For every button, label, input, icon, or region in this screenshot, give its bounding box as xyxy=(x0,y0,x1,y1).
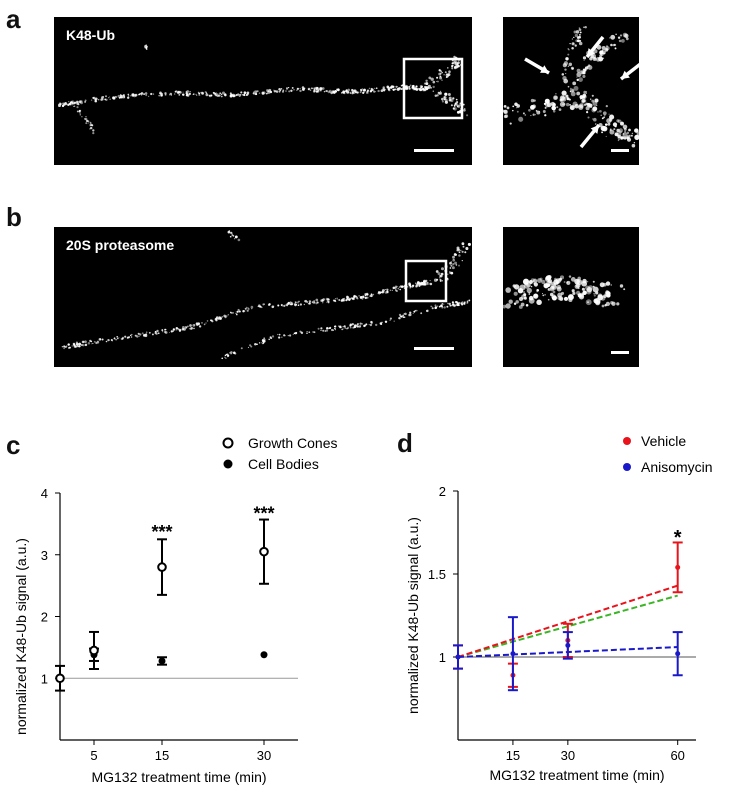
panel-letter-b: b xyxy=(6,202,22,232)
speck xyxy=(227,229,241,242)
data-point xyxy=(455,654,461,660)
arrow-2 xyxy=(585,35,605,59)
micrograph-20s-proteasome-zoom xyxy=(503,227,639,367)
error-bar xyxy=(89,647,99,662)
data-point-cell-bodies xyxy=(260,651,268,659)
data-point-cell-bodies xyxy=(158,657,166,665)
error-bar xyxy=(562,631,573,660)
y-tick-label: 4 xyxy=(41,486,48,501)
data-point-cell-bodies xyxy=(56,674,64,682)
legend-marker-cell-bodies xyxy=(223,459,233,469)
arrow-3 xyxy=(619,62,639,81)
scale-bar-zoom xyxy=(611,351,629,354)
error-bar xyxy=(672,631,683,677)
inset-box xyxy=(402,57,464,120)
growth-cone-puncta xyxy=(503,88,639,148)
error-bar xyxy=(672,541,683,594)
growth-cone-zoom-a xyxy=(503,25,639,152)
growth-cone-zoom-b xyxy=(503,274,629,354)
axon-puncta xyxy=(61,279,433,350)
legend-label: Cell Bodies xyxy=(248,456,319,472)
legend-label: Vehicle xyxy=(641,433,686,449)
growth-cone-puncta xyxy=(503,274,626,309)
y-axis-label: normalized K48-Ub signal (a.u.) xyxy=(405,517,421,714)
error-bar xyxy=(453,644,463,670)
arrow-4 xyxy=(579,123,601,149)
panel-letter-c: c xyxy=(6,430,21,460)
micrograph-k48ub-zoom xyxy=(503,17,639,165)
data-point xyxy=(675,564,681,570)
micrograph-k48ub: K48-Ub xyxy=(54,17,472,165)
legend-label: Growth Cones xyxy=(248,435,337,451)
fit-line xyxy=(457,584,679,658)
y-tick-label: 1 xyxy=(41,671,48,686)
data-point xyxy=(455,654,461,660)
x-axis-label: MG132 treatment time (min) xyxy=(489,767,664,783)
y-tick-label: 2 xyxy=(439,484,446,499)
branch-puncta xyxy=(73,105,95,135)
y-tick-label: 1 xyxy=(439,650,446,665)
y-tick-label: 2 xyxy=(41,610,48,625)
scale-bar-zoom xyxy=(611,149,629,152)
axon-puncta xyxy=(58,84,432,108)
legend-marker xyxy=(623,437,631,445)
x-tick-label: 30 xyxy=(257,748,271,763)
filopodia-puncta xyxy=(561,25,587,88)
error-bar xyxy=(259,518,269,585)
axon-puncta xyxy=(221,299,471,360)
significance-marker: * xyxy=(674,527,682,549)
scale-bar xyxy=(414,149,454,152)
micrograph-label-a: K48-Ub xyxy=(66,27,116,43)
error-bar xyxy=(157,538,167,596)
data-point xyxy=(675,651,681,657)
panel-letter-d: d xyxy=(397,428,413,458)
data-point-growth-cones xyxy=(157,562,167,572)
significance-marker: *** xyxy=(253,503,274,523)
inset-box xyxy=(404,259,448,303)
data-point xyxy=(565,637,571,643)
x-tick-label: 5 xyxy=(90,748,97,763)
error-bar xyxy=(562,622,573,658)
micrograph-20s-proteasome: 20S proteasome xyxy=(54,227,472,367)
error-bar xyxy=(507,662,518,688)
x-tick-label: 30 xyxy=(561,748,575,763)
data-point xyxy=(510,651,516,657)
legend-marker xyxy=(623,463,631,471)
speck xyxy=(144,44,148,50)
data-point-growth-cones xyxy=(55,673,65,684)
fit-line-green xyxy=(457,594,678,658)
data-point-cell-bodies xyxy=(90,651,98,659)
error-bar xyxy=(55,664,65,692)
data-point-growth-cones xyxy=(259,546,269,557)
panel-letter-a: a xyxy=(6,4,21,34)
x-tick-label: 60 xyxy=(670,748,684,763)
y-tick-label: 3 xyxy=(41,548,48,563)
y-tick-label: 1.5 xyxy=(428,567,446,582)
legend-marker-growth-cones xyxy=(222,437,234,449)
error-bar xyxy=(157,656,167,666)
neuron-image-b xyxy=(61,229,471,360)
micrograph-label-b: 20S proteasome xyxy=(66,237,175,253)
neuron-image-a xyxy=(58,44,469,152)
error-bar xyxy=(89,630,99,670)
fit-line xyxy=(457,646,678,658)
x-tick-label: 15 xyxy=(506,748,520,763)
growth-cone-puncta xyxy=(421,55,464,90)
legend-label: Anisomycin xyxy=(641,459,713,475)
error-bar xyxy=(507,616,518,692)
data-point-growth-cones xyxy=(89,645,99,656)
x-tick-label: 15 xyxy=(155,748,169,763)
data-point xyxy=(565,642,571,648)
significance-marker: *** xyxy=(151,522,172,542)
scale-bar xyxy=(414,347,454,350)
x-axis-label: MG132 treatment time (min) xyxy=(91,769,266,785)
arrow-1 xyxy=(524,57,550,75)
error-bar xyxy=(453,644,463,670)
data-point xyxy=(510,672,516,678)
y-axis-label: normalized K48-Ub signal (a.u.) xyxy=(13,538,29,735)
